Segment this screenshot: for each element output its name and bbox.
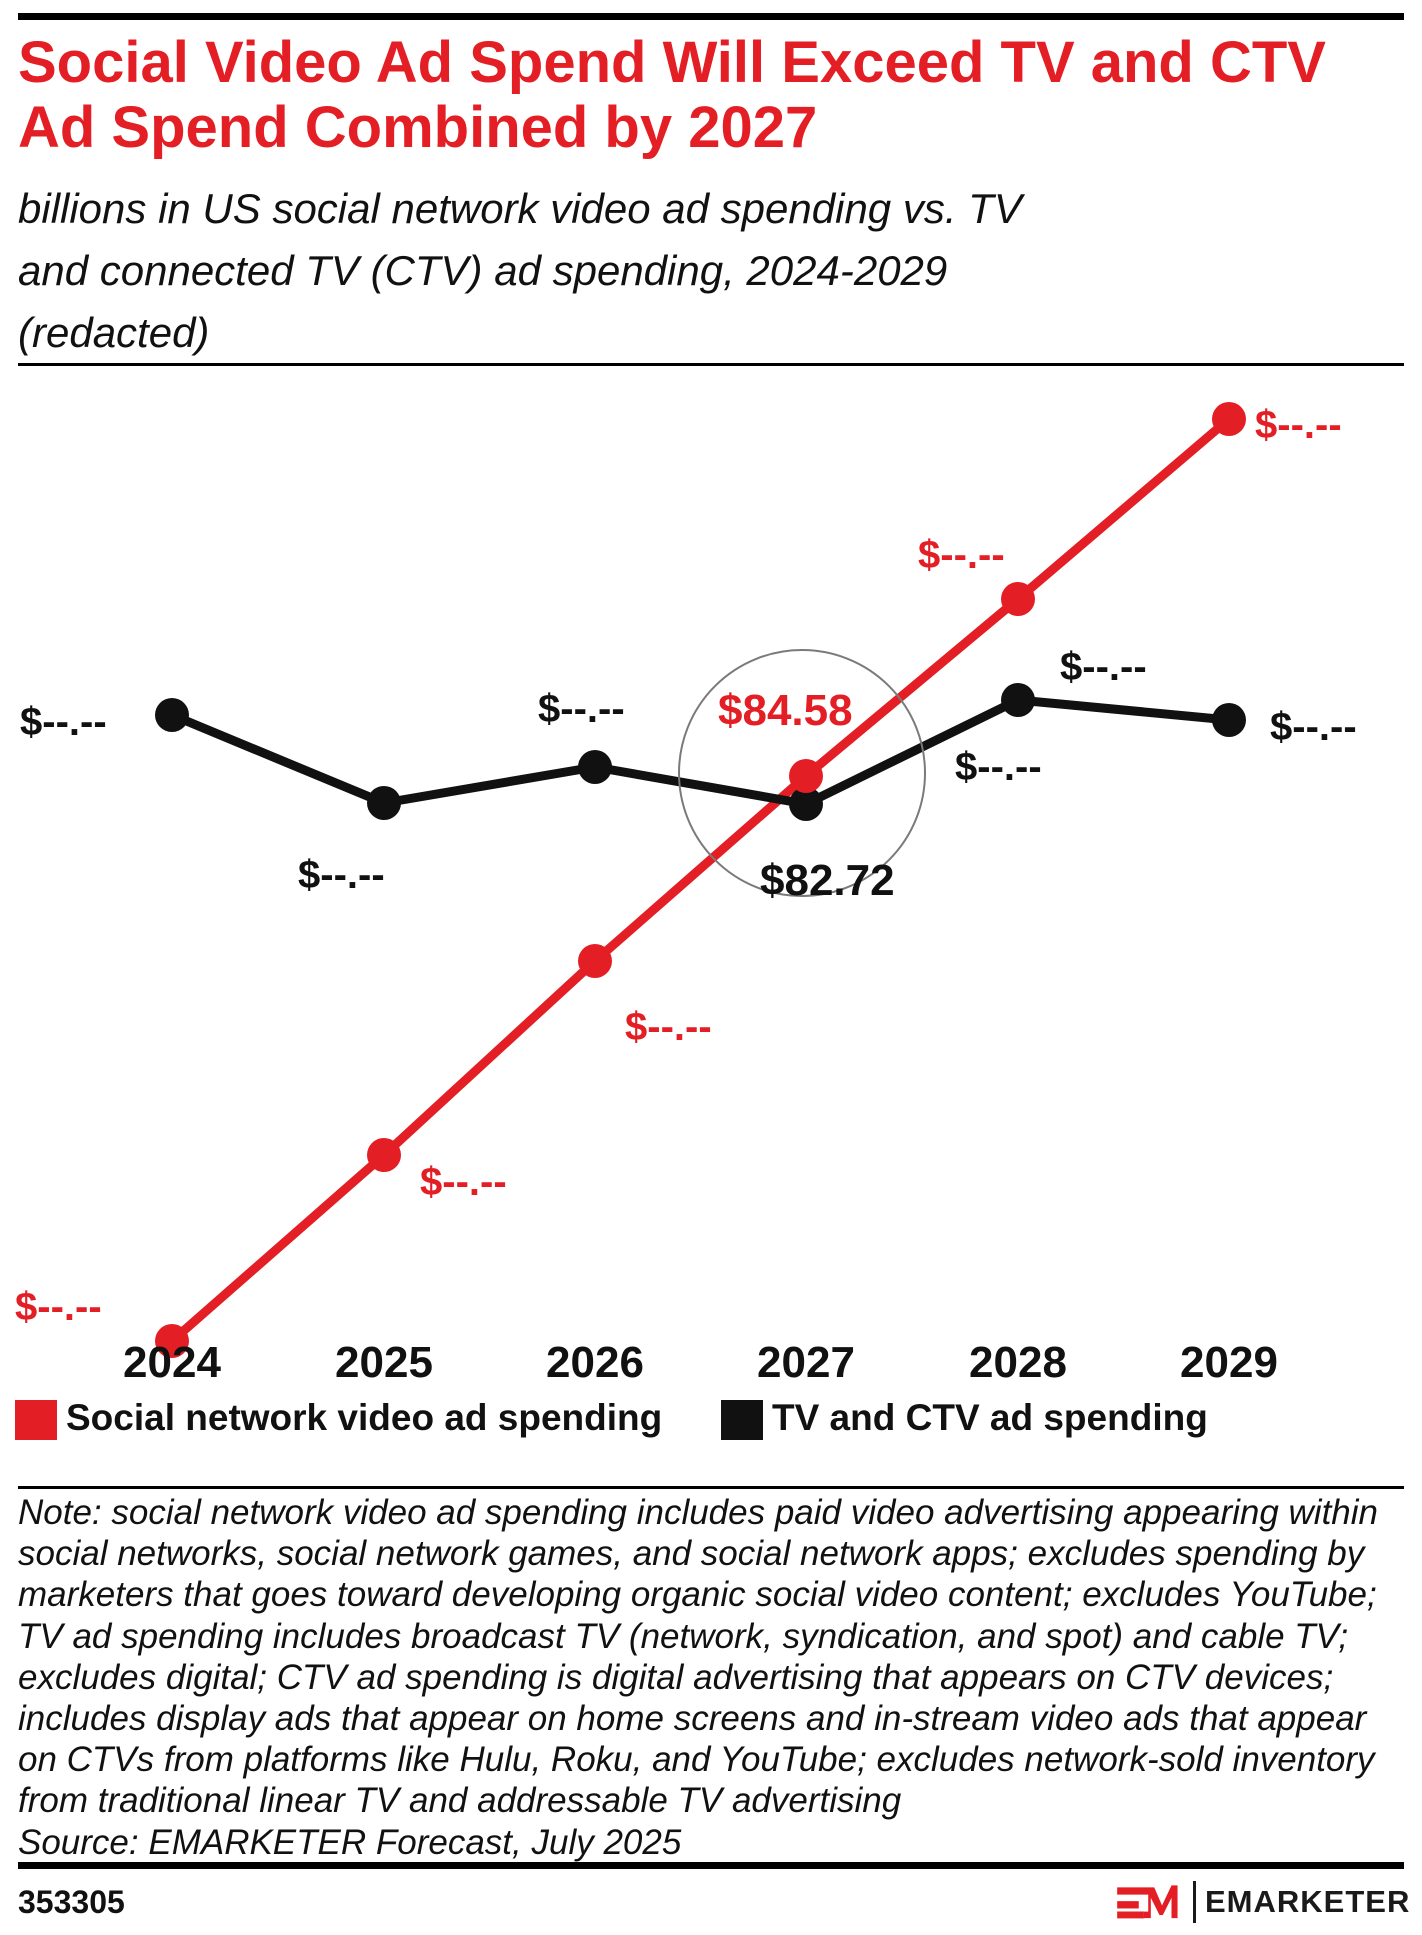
svg-text:2024: 2024 xyxy=(123,1338,221,1387)
svg-text:$82.72: $82.72 xyxy=(760,856,895,905)
svg-text:2029: 2029 xyxy=(1180,1338,1278,1387)
svg-text:$--.--: $--.-- xyxy=(955,745,1042,789)
svg-text:$--.--: $--.-- xyxy=(15,1285,102,1329)
svg-text:$--.--: $--.-- xyxy=(298,853,385,897)
svg-text:$--.--: $--.-- xyxy=(1255,403,1342,447)
svg-text:2027: 2027 xyxy=(757,1338,855,1387)
svg-text:$--.--: $--.-- xyxy=(20,700,107,744)
svg-text:2028: 2028 xyxy=(969,1338,1067,1387)
svg-text:$--.--: $--.-- xyxy=(1270,705,1357,749)
svg-text:$--.--: $--.-- xyxy=(420,1160,507,1204)
svg-text:$--.--: $--.-- xyxy=(918,533,1005,577)
svg-text:$84.58: $84.58 xyxy=(718,686,853,735)
svg-text:$--.--: $--.-- xyxy=(538,687,625,731)
svg-text:$--.--: $--.-- xyxy=(1060,645,1147,689)
svg-text:2025: 2025 xyxy=(335,1338,433,1387)
svg-text:2026: 2026 xyxy=(546,1338,644,1387)
svg-text:$--.--: $--.-- xyxy=(625,1005,712,1049)
